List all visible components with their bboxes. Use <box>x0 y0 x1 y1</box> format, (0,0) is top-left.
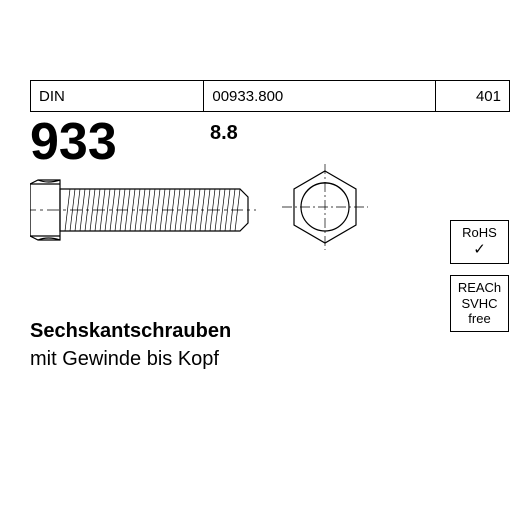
table-row: DIN 00933.800 401 <box>31 81 510 112</box>
reach-line3: free <box>457 311 502 327</box>
strength-grade: 8.8 <box>210 122 238 145</box>
reach-line1: REACh <box>457 280 502 296</box>
diagram-canvas: DIN 00933.800 401 933 8.8 <box>10 70 510 450</box>
bolt-side-view <box>30 170 260 250</box>
check-icon: ✓ <box>457 241 502 259</box>
rohs-label: RoHS <box>457 225 502 241</box>
rohs-badge: RoHS ✓ <box>450 220 509 264</box>
reach-line2: SVHC <box>457 296 502 312</box>
header-cell-code: 401 <box>436 81 510 112</box>
description-line2: mit Gewinde bis Kopf <box>30 348 219 371</box>
reach-badge: REACh SVHC free <box>450 275 509 332</box>
bolt-axial-view <box>280 162 370 252</box>
din-number: 933 <box>30 112 117 172</box>
header-cell-partno: 00933.800 <box>204 81 436 112</box>
description-line1: Sechskantschrauben <box>30 320 231 343</box>
header-cell-din: DIN <box>31 81 204 112</box>
header-table: DIN 00933.800 401 <box>30 80 510 112</box>
